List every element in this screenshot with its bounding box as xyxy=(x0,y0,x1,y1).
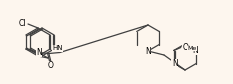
Text: Me: Me xyxy=(187,46,196,51)
Text: N: N xyxy=(36,48,42,57)
Text: N: N xyxy=(192,46,198,55)
Text: N: N xyxy=(145,47,151,56)
Text: O: O xyxy=(183,43,189,52)
Text: HN: HN xyxy=(53,46,63,51)
Text: Cl: Cl xyxy=(18,18,26,27)
Text: N: N xyxy=(172,59,178,68)
Text: O: O xyxy=(48,61,54,70)
